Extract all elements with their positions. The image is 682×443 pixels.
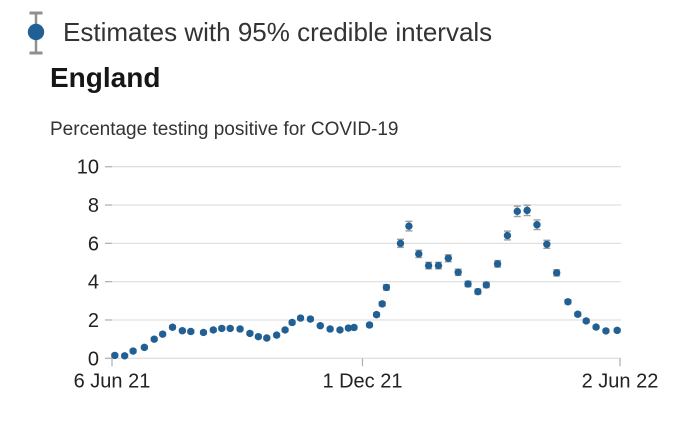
y-tick-label: 8 — [88, 195, 99, 217]
data-point — [316, 322, 324, 330]
data-point — [613, 326, 621, 335]
y-tick-label: 4 — [88, 272, 99, 294]
data-point — [344, 324, 353, 332]
data-point — [582, 317, 590, 325]
data-point — [592, 323, 600, 331]
region-title: England — [50, 62, 161, 93]
data-point — [523, 206, 531, 215]
data-point — [365, 321, 374, 329]
data-point — [246, 329, 254, 338]
data-point — [150, 335, 158, 343]
data-point — [533, 221, 541, 229]
data-point — [236, 325, 244, 333]
data-point — [424, 261, 433, 270]
data-point — [281, 326, 289, 334]
y-tick-label: 10 — [77, 157, 99, 179]
data-point — [263, 334, 271, 342]
data-point — [129, 347, 137, 355]
y-tick-label: 2 — [88, 310, 99, 332]
data-point — [168, 323, 177, 331]
data-point — [226, 324, 234, 333]
data-point — [454, 268, 462, 276]
data-point — [372, 310, 381, 319]
data-point — [482, 281, 491, 289]
data-point — [288, 318, 296, 327]
x-tick-label: 1 Dec 21 — [322, 370, 402, 392]
data-point — [513, 207, 521, 216]
data-point — [378, 300, 386, 308]
data-point — [209, 326, 218, 334]
y-tick-label: 0 — [88, 348, 99, 370]
data-point — [444, 254, 453, 262]
data-point — [140, 343, 149, 352]
data-point — [306, 315, 315, 323]
legend-label: Estimates with 95% credible intervals — [63, 17, 493, 48]
data-point — [254, 332, 263, 341]
x-tick-label: 6 Jun 21 — [74, 370, 151, 392]
data-point — [382, 283, 391, 292]
data-point — [564, 298, 572, 306]
data-point — [199, 328, 208, 337]
data-point — [474, 287, 482, 296]
data-point — [434, 261, 443, 270]
data-point — [543, 240, 551, 248]
data-point — [464, 280, 472, 288]
data-point — [178, 327, 187, 335]
estimate-point-with-interval-icon — [27, 11, 45, 55]
data-point — [187, 327, 195, 336]
chart-legend: Estimates with 95% credible intervals — [26, 10, 492, 56]
data-point — [120, 352, 129, 360]
x-tick-label: 2 Jun 22 — [582, 370, 659, 392]
data-point — [396, 239, 405, 248]
data-point — [574, 310, 582, 318]
data-point — [336, 326, 344, 334]
data-point — [405, 222, 413, 230]
data-point — [350, 323, 358, 332]
data-point — [158, 330, 167, 338]
chart-subtitle: Percentage testing positive for COVID-19 — [50, 119, 399, 140]
data-point — [552, 269, 561, 277]
data-point — [111, 351, 119, 360]
data-point — [415, 250, 423, 258]
data-point — [218, 324, 226, 333]
y-tick-label: 6 — [88, 233, 99, 255]
data-point — [493, 260, 502, 268]
data-point — [602, 327, 610, 335]
data-point — [326, 325, 334, 333]
data-point — [272, 331, 281, 339]
data-point — [296, 314, 305, 322]
data-point — [503, 231, 512, 240]
